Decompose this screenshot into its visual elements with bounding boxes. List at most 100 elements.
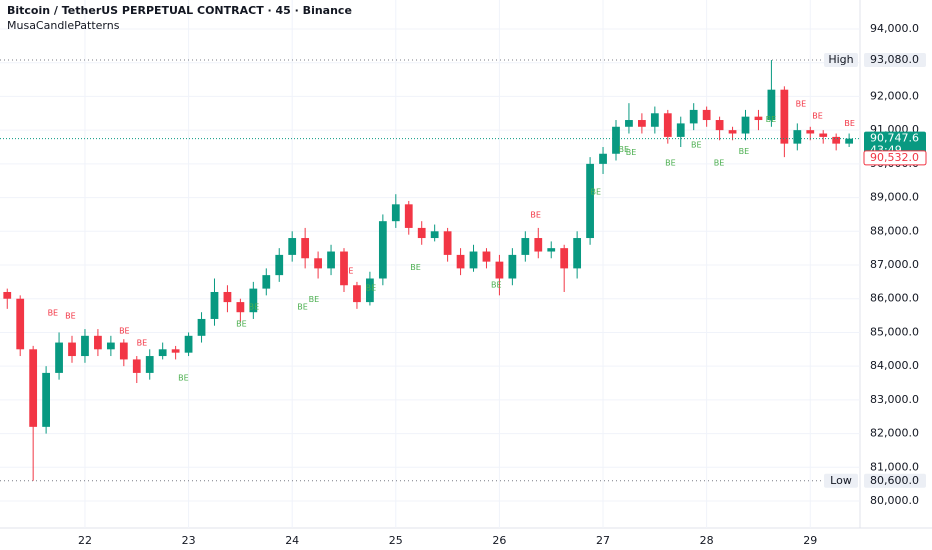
candle-body [68,342,76,357]
candle-body [845,138,854,144]
candle-body [132,359,141,373]
last-price-label: 90,747.6 [870,132,919,145]
candle-body [625,120,633,127]
candle-body [29,349,38,427]
y-tick-label: 85,000.0 [870,325,919,338]
candle-body [663,113,672,137]
pattern-label: BE [309,295,320,304]
pattern-label: BE [739,147,750,156]
candle-body [301,238,310,259]
candle-body [547,248,556,252]
candle-body [767,89,776,121]
candle-body [3,291,12,299]
pattern-label: BE [297,302,308,311]
y-tick-label: 89,000.0 [870,191,919,204]
candle-body [638,120,646,127]
candle-body [780,89,789,144]
pattern-label: BE [119,327,130,336]
pattern-label: BE [844,119,855,128]
candle-body [288,238,297,255]
candle-body [456,254,465,269]
x-tick-label: 25 [389,534,403,547]
candle-body [81,335,89,357]
candle-body [728,130,737,134]
pattern-label: BE [491,280,502,289]
candle-body [832,136,841,144]
pattern-label: BE [591,187,602,196]
candle-body [262,275,271,289]
price-label: 90,532.0 [870,151,919,164]
candle-body [715,120,724,131]
y-tick-label: 83,000.0 [870,393,919,406]
y-tick-label: 86,000.0 [870,292,919,305]
y-tick-label: 87,000.0 [870,258,919,271]
candle-body [806,130,815,134]
candle-body [391,204,400,222]
candle-body [236,302,245,313]
candle-body [378,221,387,279]
y-tick-label: 82,000.0 [870,427,919,440]
reference-value: 80,600.0 [870,474,919,487]
candle-body [16,298,25,350]
label-box [824,473,858,488]
candle-body [94,335,102,350]
candle-body [560,248,569,269]
pattern-label: BE [665,158,676,167]
x-tick-label: 27 [596,534,610,547]
candle-body [702,109,711,121]
candle-body [223,291,232,303]
candle-body [340,251,348,286]
y-tick-label: 94,000.0 [870,22,919,35]
candle-body [106,342,115,350]
pattern-label: BE [714,158,725,167]
candle-body [469,251,478,269]
candle-body [430,231,439,239]
candle-body [417,227,426,239]
candle-body [366,278,374,303]
candle-body [119,342,128,360]
pattern-label: BE [48,309,59,318]
x-tick-label: 26 [492,534,506,547]
candle-body [314,258,322,269]
candle-body [676,123,685,137]
candle-body [249,288,258,313]
reference-label: Low [830,474,852,487]
price-box [863,150,927,166]
label-box [824,53,858,68]
candle-body [495,261,504,279]
pattern-label: BE [766,115,777,124]
candle-body [158,349,167,357]
candle-body [184,335,193,353]
candle-body [754,116,763,121]
candle-body [197,318,206,336]
candle-body [42,372,50,427]
candle-body [741,116,750,134]
candle-body [586,163,594,239]
label-box [864,473,926,488]
candle-body [650,113,659,127]
candle-body [793,130,802,144]
candle-body [689,109,698,124]
pattern-label: BE [626,148,637,157]
candle-body [534,238,543,252]
chart-title: Bitcoin / TetherUS PERPETUAL CONTRACT · … [7,4,352,17]
candle-body [353,285,361,303]
candle-body [573,238,582,269]
pattern-label: BE [530,211,541,220]
pattern-label: BE [178,373,189,382]
candle-body [327,251,335,269]
candle-body [404,204,413,228]
x-tick-label: 22 [78,534,92,547]
pattern-label: BE [812,111,823,120]
reference-value: 93,080.0 [870,53,919,66]
y-tick-label: 84,000.0 [870,359,919,372]
pattern-label: BE [343,267,354,276]
candle-body [599,153,607,164]
pattern-label: BE [137,338,148,347]
pattern-label: BE [236,320,247,329]
candle-body [275,254,284,276]
